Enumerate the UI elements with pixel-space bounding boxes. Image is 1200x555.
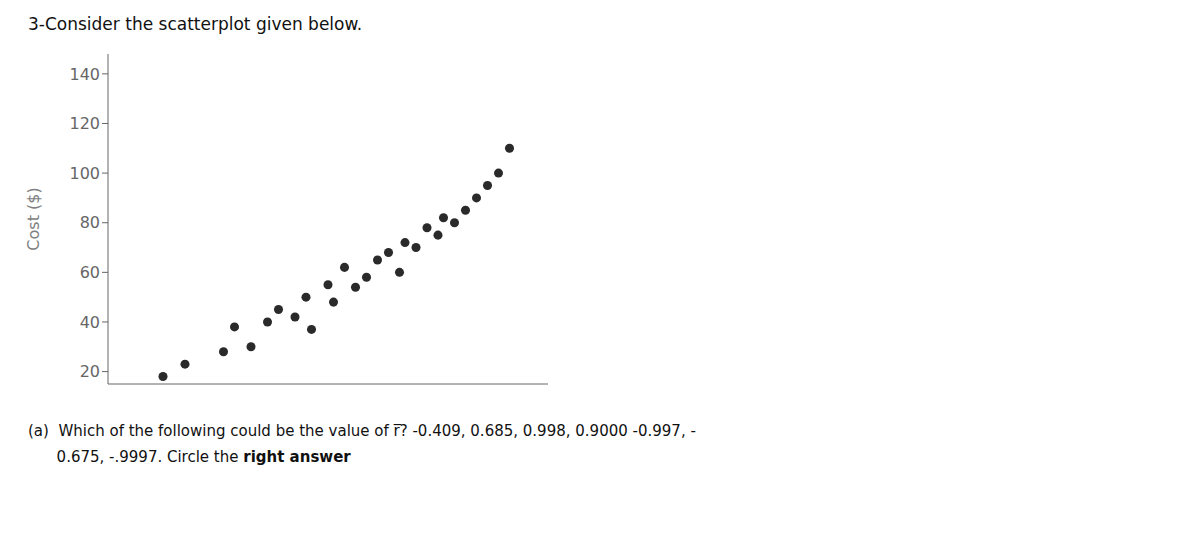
html-text:3-Consider the scatterplot giv: 3-Consider the scatterplot given below.	[28, 14, 363, 34]
svg-text:80: 80	[80, 213, 100, 232]
html-text:0.675, -.9997. Circle the righ: 0.675, -.9997. Circle the right answer	[28, 448, 351, 466]
svg-text:140: 140	[69, 65, 100, 84]
svg-text:Cost ($): Cost ($)	[24, 187, 43, 250]
svg-text:120: 120	[69, 114, 100, 133]
svg-text:100: 100	[69, 164, 100, 183]
svg-text:60: 60	[80, 263, 100, 282]
svg-text:20: 20	[80, 362, 100, 381]
html-text:(a) Which of the following cou: (a) Which of the following could be the …	[28, 422, 696, 440]
svg-text:40: 40	[80, 313, 100, 332]
